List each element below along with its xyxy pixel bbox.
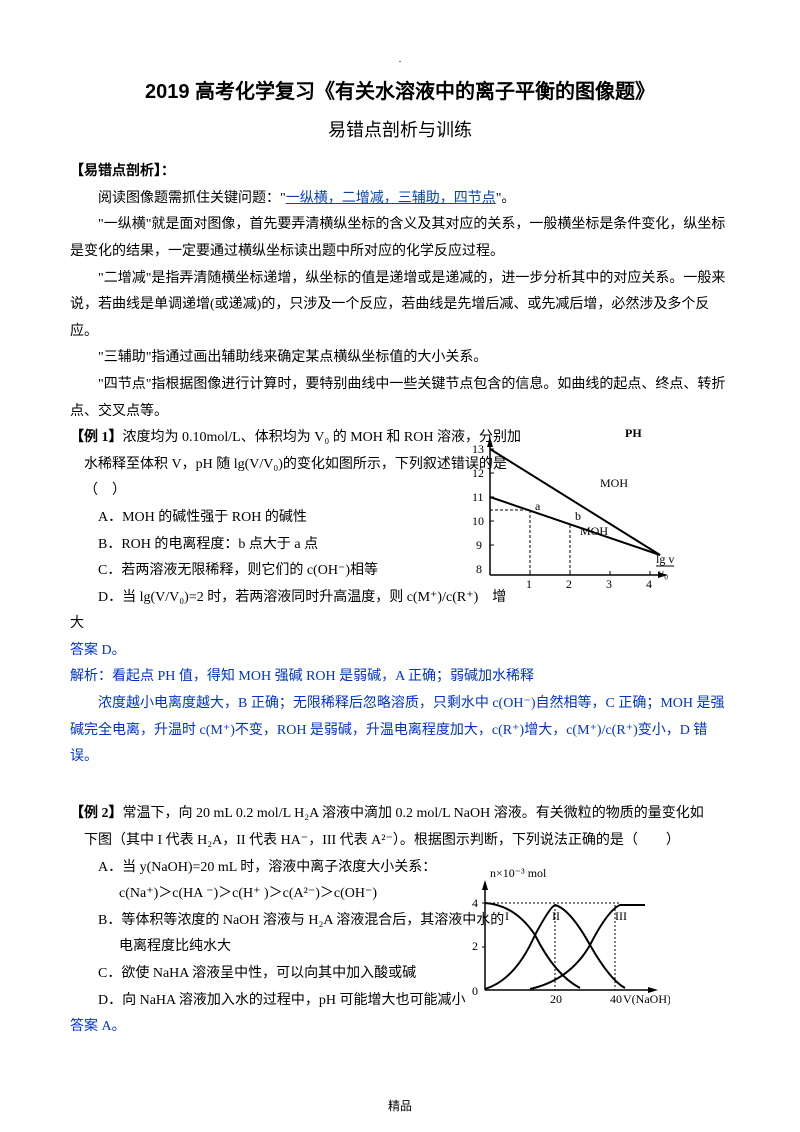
c1-moh: MOH: [600, 476, 628, 490]
ex1-label: 【例 1】: [70, 430, 123, 445]
c1-y9: 9: [476, 538, 482, 552]
footer: 精品: [0, 1095, 800, 1118]
c2-x40: 40: [610, 992, 622, 1006]
intro-link: 一纵横，二增减，三辅助，四节点: [286, 191, 496, 206]
c2-y0: 0: [472, 984, 478, 998]
c1-x2: 2: [566, 577, 572, 591]
c2-ylabel: n×10⁻³ mol: [490, 866, 547, 880]
c1-y10: 10: [472, 514, 484, 528]
intro-tail: "。: [496, 191, 516, 206]
c2-II: II: [552, 909, 560, 923]
c1-y8: 8: [476, 562, 482, 576]
c2-y4: 4: [472, 896, 478, 910]
ex2-stem-a: 常温下，向 20 mL 0.2 mol/L H₂A 溶液中滴加 0.2 mol/…: [123, 806, 704, 821]
ex1-optD-b: 大: [70, 611, 730, 638]
c1-a: a: [535, 499, 541, 513]
c2-x20: 20: [550, 992, 562, 1006]
ex2-stem-b: 下图（其中 I 代表 H₂A，II 代表 HA⁻，III 代表 A²⁻）。根据图…: [70, 828, 730, 855]
para1: "一纵横"就是面对图像，首先要弄清横纵坐标的含义及其对应的关系，一般横坐标是条件…: [70, 212, 730, 265]
para2: "二增减"是指弄清随横坐标递增，纵坐标的值是递增或是递减的，进一步分析其中的对应…: [70, 266, 730, 346]
c1-y13: 13: [472, 442, 484, 456]
header-dot: .: [70, 50, 730, 69]
c1-x1: 1: [526, 577, 532, 591]
intro: 阅读图像题需抓住关键问题："一纵横，二增减，三辅助，四节点"。: [70, 186, 730, 213]
chart2: n×10⁻³ mol 4 2 0 20 40 V(NaOH): [460, 865, 670, 1015]
c1-xlabel-top: lg v: [656, 552, 674, 566]
ex1-answer: 答案 D。: [70, 638, 730, 665]
c1-y11: 11: [472, 490, 484, 504]
title-sub: 易错点剖析与训练: [70, 113, 730, 147]
c1-xlabel-bot: v₀: [658, 566, 668, 580]
example2: 【例 2】常温下，向 20 mL 0.2 mol/L H₂A 溶液中滴加 0.2…: [70, 801, 730, 1040]
para4: "四节点"指根据图像进行计算时，要特别曲线中一些关键节点包含的信息。如曲线的起点…: [70, 372, 730, 425]
ex1-explain-b: 浓度越小电离度越大，B 正确；无限稀释后忽略溶质，只剩水中 c(OH⁻)自然相等…: [70, 691, 730, 771]
ex1-explain-a: 解析：看起点 PH 值，得知 MOH 强碱 ROH 是弱碱，A 正确；弱碱加水稀…: [70, 664, 730, 691]
c1-b: b: [575, 509, 581, 523]
intro-text: 阅读图像题需抓住关键问题：": [98, 191, 286, 206]
para3: "三辅助"指通过画出辅助线来确定某点横纵坐标值的大小关系。: [70, 345, 730, 372]
c1-x4: 4: [646, 577, 652, 591]
ex2-label: 【例 2】: [70, 806, 123, 821]
c1-ylabel: PH: [625, 426, 642, 440]
ex2-answer: 答案 A。: [70, 1014, 730, 1041]
c1-x3: 3: [606, 577, 612, 591]
c1-y12: 12: [472, 466, 484, 480]
c2-y2: 2: [472, 939, 478, 953]
analysis-label: 【易错点剖析】：: [70, 164, 175, 179]
c2-xlabel: V(NaOH): [623, 992, 670, 1006]
c2-III: III: [615, 909, 627, 923]
page: . 2019 高考化学复习《有关水溶液中的离子平衡的图像题》 易错点剖析与训练 …: [0, 0, 800, 1132]
c2-I: I: [505, 909, 509, 923]
example1: PH 13 12 11 10 9 8 1: [70, 425, 730, 771]
title-main: 2019 高考化学复习《有关水溶液中的离子平衡的图像题》: [70, 73, 730, 111]
chart1: PH 13 12 11 10 9 8 1: [460, 425, 680, 595]
ex2-stem: 【例 2】常温下，向 20 mL 0.2 mol/L H₂A 溶液中滴加 0.2…: [70, 801, 730, 828]
c1-moh2: MOH: [580, 524, 608, 538]
